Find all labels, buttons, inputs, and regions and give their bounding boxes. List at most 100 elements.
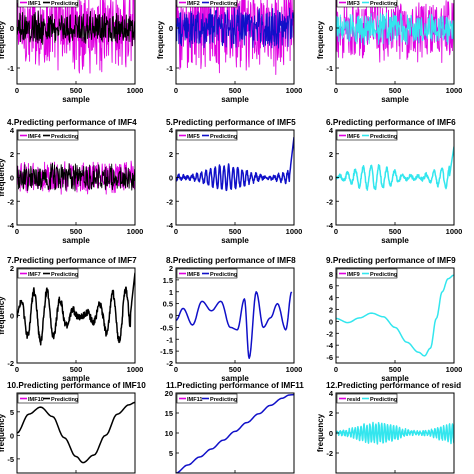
y-axis-label: frequency [0, 296, 6, 335]
legend-label: IMF5 [187, 134, 200, 140]
y-tick-label: 4 [10, 126, 15, 135]
legend-label: Predicting [210, 272, 238, 278]
x-tick-label: 1000 [286, 86, 303, 95]
y-tick-label: 0 [169, 312, 173, 321]
y-tick-label: -1 [326, 64, 333, 73]
subplot-title: 10.Predicting performance of IMF10 [7, 381, 146, 390]
series-line [17, 162, 135, 192]
y-tick-label: 4 [169, 126, 174, 135]
y-tick-label: 2 [10, 264, 14, 273]
x-tick-label: 1000 [446, 227, 463, 236]
subplot-title: 7.Predicting performance of IMF7 [7, 256, 137, 265]
y-tick-label: 2 [329, 409, 333, 418]
y-tick-label: 0.5 [163, 300, 173, 309]
y-axis-label: frequency [316, 20, 325, 59]
series-line [176, 393, 294, 473]
subplot-title: 11.Predicting performance of IMF11 [166, 381, 304, 390]
x-axis-label: sample [381, 95, 409, 104]
y-tick-label: 0 [329, 429, 333, 438]
x-tick-label: 1000 [127, 227, 144, 236]
legend-label: IMF9 [347, 272, 360, 278]
subplot-title: 5.Predicting performance of IMF5 [166, 118, 296, 127]
y-tick-label: 2 [329, 150, 333, 159]
y-tick-label: -2 [326, 197, 333, 206]
subplot-11: 11.Predicting performance of IMF11 5 10 15 2… [165, 381, 304, 474]
subplot-4: 4.Predicting performance of IMF4 -4 -2 0 2 4 0… [0, 118, 143, 245]
subplot-title: 8.Predicting performance of IMF8 [166, 256, 296, 265]
y-tick-label: 10 [165, 429, 173, 438]
y-tick-label: 0 [10, 174, 14, 183]
legend-label: IMF1 [28, 1, 41, 7]
y-tick-label: 4 [329, 294, 334, 303]
y-axis-label: frequency [316, 413, 325, 452]
subplot-8: 8.Predicting performance of IMF8 -2 -1.5 -1… [160, 256, 302, 383]
y-tick-label: 5 [10, 408, 14, 417]
x-tick-label: 500 [389, 86, 402, 95]
legend-label: IMF2 [187, 1, 200, 7]
legend-box [176, 0, 238, 8]
y-tick-label: 8 [329, 270, 333, 279]
y-tick-label: -1.5 [160, 347, 173, 356]
x-tick-label: 0 [334, 365, 338, 374]
x-axis-label: sample [221, 374, 249, 383]
y-tick-label: -4 [326, 221, 333, 230]
y-tick-label: 0 [329, 317, 333, 326]
series-line [336, 421, 454, 445]
y-tick-label: 4 [329, 389, 334, 398]
axes-box [335, 267, 455, 364]
legend-box [336, 0, 398, 8]
y-tick-label: -2 [166, 359, 173, 368]
legend-label: Predicting [370, 134, 398, 140]
y-tick-label: -1 [166, 335, 173, 344]
y-tick-label: 0 [169, 174, 173, 183]
y-tick-label: 6 [329, 282, 333, 291]
x-tick-label: 1000 [446, 86, 463, 95]
subplot-5: 5.Predicting performance of IMF5 -4 -2 0 2 4 0… [166, 118, 302, 245]
x-tick-label: 0 [174, 86, 178, 95]
x-axis-label: sample [62, 95, 90, 104]
y-tick-label: -2 [326, 449, 333, 458]
subplot-2: -1 0 0 500 1000 sample frequency IMF2 Predicting [156, 0, 302, 104]
y-axis-label: frequency [0, 413, 6, 452]
x-tick-label: 1000 [286, 365, 303, 374]
legend-label: IMF4 [28, 134, 42, 140]
series-line [336, 274, 454, 357]
axes-box [175, 267, 295, 364]
y-tick-label: 0 [329, 24, 333, 33]
series-line [176, 5, 294, 49]
x-tick-label: 500 [229, 86, 242, 95]
subplot-9: 9.Predicting performance of IMF9 -6 -4 -2 0 2… [326, 256, 462, 383]
x-tick-label: 0 [334, 227, 338, 236]
subplot-title: 6.Predicting performance of IMF6 [326, 118, 456, 127]
y-tick-label: -2 [166, 197, 173, 206]
y-tick-label: 15 [165, 409, 173, 418]
x-tick-label: 1000 [127, 365, 144, 374]
legend-label: IMF7 [28, 272, 41, 278]
y-tick-label: 1 [169, 288, 173, 297]
x-tick-label: 500 [389, 365, 402, 374]
legend-label: Predicting [370, 397, 398, 403]
series-line [176, 137, 294, 192]
x-tick-label: 0 [15, 86, 19, 95]
y-tick-label: 5 [169, 449, 173, 458]
x-tick-label: 0 [15, 227, 19, 236]
y-tick-label: -0.5 [160, 323, 173, 332]
x-axis-label: sample [221, 236, 249, 245]
x-tick-label: 500 [70, 86, 83, 95]
series-line [17, 160, 135, 195]
subplot-6: 6.Predicting performance of IMF6 -4 -2 0 2 4 0… [326, 118, 462, 245]
y-axis-label: frequency [0, 158, 6, 197]
x-tick-label: 1000 [446, 365, 463, 374]
y-tick-label: -1 [166, 64, 173, 73]
y-tick-label: 20 [165, 389, 173, 398]
series-line [17, 10, 135, 47]
subplot-title: 12.Predicting performance of resid [326, 381, 461, 390]
x-tick-label: 0 [15, 365, 19, 374]
y-tick-label: -2 [326, 329, 333, 338]
x-tick-label: 0 [334, 86, 338, 95]
x-tick-label: 500 [389, 227, 402, 236]
axes-box [16, 392, 136, 474]
y-tick-label: 0 [10, 24, 14, 33]
